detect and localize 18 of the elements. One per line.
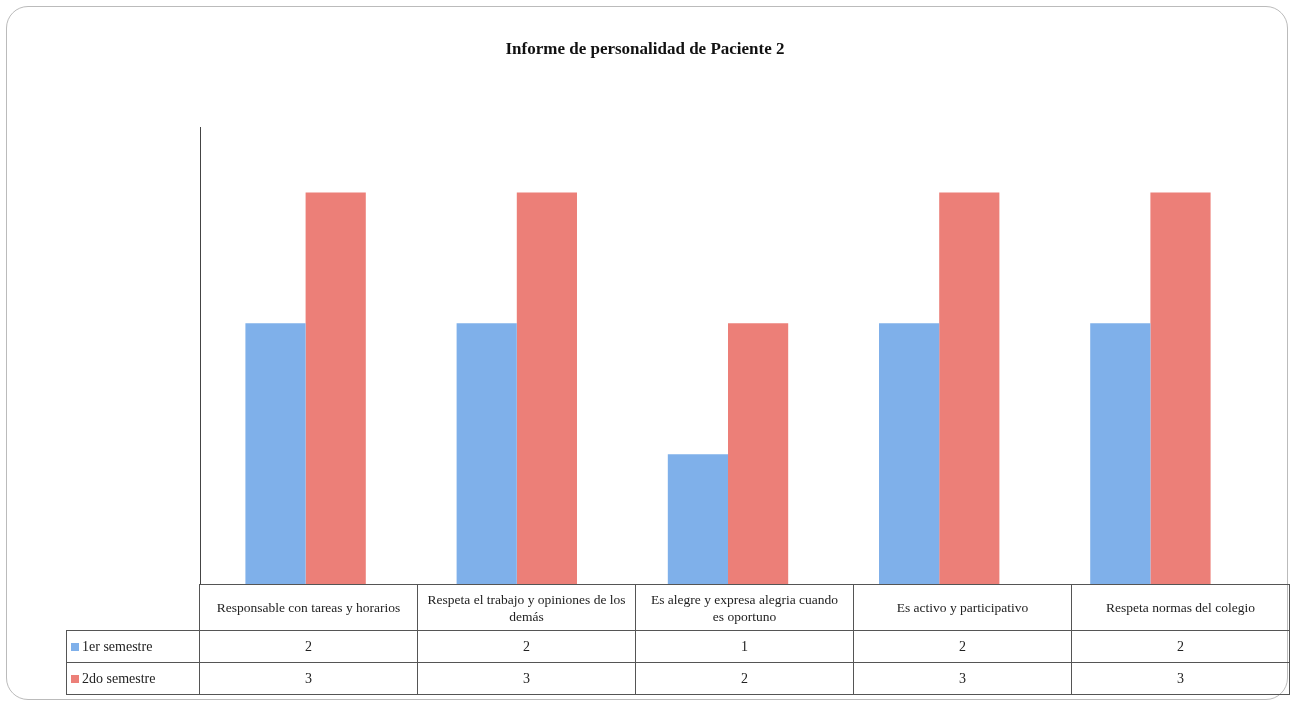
x-tick-label: Es activo y participativo xyxy=(853,584,1072,631)
data-label: 3 xyxy=(199,662,418,695)
data-label: 3 xyxy=(853,662,1072,695)
x-tick-label: Responsable con tareas y horarios xyxy=(199,584,418,631)
data-label: 3 xyxy=(417,662,636,695)
x-tick-label: Es alegre y expresa alegria cuando es oportuno xyxy=(635,584,854,631)
data-label: 2 xyxy=(199,630,418,663)
x-tick-label: Respeta el trabajo y opiniones de los demás xyxy=(417,584,636,631)
legend-label: 2do semestre xyxy=(66,662,200,695)
data-label: 1 xyxy=(635,630,854,663)
data-label: 2 xyxy=(853,630,1072,663)
data-label: 2 xyxy=(1071,630,1290,663)
data-label: 2 xyxy=(635,662,854,695)
data-label: 3 xyxy=(1071,662,1290,695)
x-tick-label: Respeta normas del colegio xyxy=(1071,584,1290,631)
chart-title: Informe de personalidad de Paciente 2 xyxy=(505,38,785,60)
legend-label: 1er semestre xyxy=(66,630,200,663)
data-label: 2 xyxy=(417,630,636,663)
